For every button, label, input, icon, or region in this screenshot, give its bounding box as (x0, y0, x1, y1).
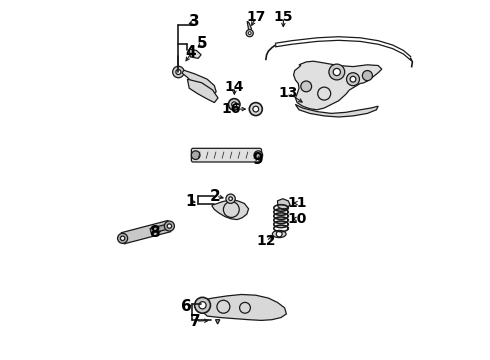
Circle shape (333, 68, 341, 76)
Text: 3: 3 (189, 14, 199, 29)
Circle shape (167, 224, 171, 228)
Circle shape (121, 236, 125, 240)
Circle shape (276, 231, 282, 237)
Circle shape (192, 151, 200, 159)
Circle shape (346, 73, 360, 86)
Text: 11: 11 (288, 196, 307, 210)
Text: 7: 7 (190, 314, 200, 329)
Circle shape (329, 64, 345, 80)
Polygon shape (187, 79, 218, 103)
Text: 8: 8 (149, 225, 160, 240)
Text: 13: 13 (278, 86, 298, 100)
Circle shape (176, 69, 181, 75)
Circle shape (253, 106, 259, 112)
Text: 5: 5 (196, 36, 207, 51)
Circle shape (249, 103, 262, 116)
Polygon shape (200, 294, 286, 320)
Circle shape (199, 302, 206, 309)
Text: 9: 9 (252, 152, 263, 167)
Circle shape (363, 71, 372, 81)
Polygon shape (294, 61, 382, 110)
Circle shape (301, 81, 312, 92)
Polygon shape (295, 104, 378, 117)
Circle shape (254, 151, 263, 159)
Polygon shape (212, 200, 248, 220)
Text: 15: 15 (273, 10, 293, 24)
Circle shape (232, 102, 237, 107)
Text: 16: 16 (221, 102, 241, 116)
Ellipse shape (272, 230, 286, 238)
Text: 6: 6 (181, 299, 192, 314)
Text: 2: 2 (210, 189, 221, 204)
Text: 12: 12 (256, 234, 276, 248)
Circle shape (172, 66, 184, 78)
Circle shape (246, 30, 253, 37)
Circle shape (228, 99, 240, 110)
Circle shape (229, 197, 232, 201)
Circle shape (350, 76, 356, 82)
Polygon shape (277, 199, 290, 210)
Text: 4: 4 (186, 45, 196, 60)
Polygon shape (216, 320, 220, 324)
Text: 10: 10 (288, 212, 307, 226)
Circle shape (164, 221, 174, 231)
Polygon shape (121, 221, 171, 244)
FancyBboxPatch shape (192, 148, 262, 162)
Polygon shape (150, 224, 170, 233)
Circle shape (118, 233, 127, 243)
Polygon shape (189, 49, 201, 58)
Circle shape (226, 194, 235, 203)
Circle shape (248, 32, 251, 35)
Text: 14: 14 (224, 80, 244, 94)
Polygon shape (247, 22, 251, 32)
Text: 1: 1 (186, 194, 196, 209)
Polygon shape (182, 70, 216, 95)
Text: 17: 17 (246, 10, 266, 24)
Circle shape (195, 297, 210, 313)
